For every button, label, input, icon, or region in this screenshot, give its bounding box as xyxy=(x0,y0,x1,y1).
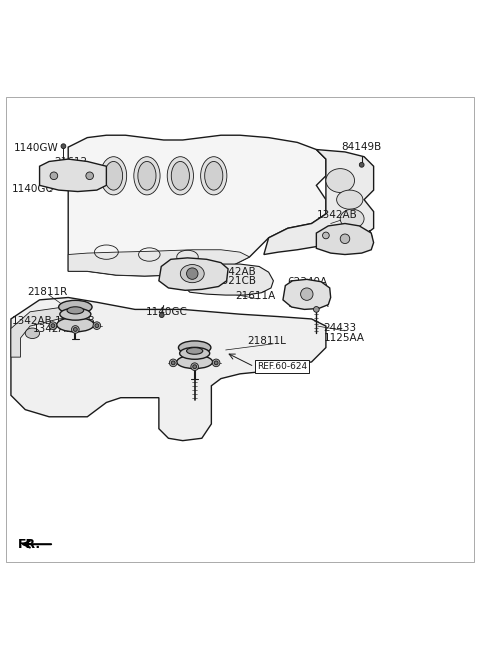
Circle shape xyxy=(212,359,220,367)
Text: 84149B: 84149B xyxy=(341,142,382,152)
Ellipse shape xyxy=(134,157,160,195)
Circle shape xyxy=(72,326,79,333)
Circle shape xyxy=(159,313,164,317)
Polygon shape xyxy=(264,150,373,254)
Circle shape xyxy=(61,144,66,148)
Ellipse shape xyxy=(180,348,210,359)
Text: 1342AB: 1342AB xyxy=(316,210,357,220)
Polygon shape xyxy=(11,307,83,357)
Ellipse shape xyxy=(201,157,227,195)
Text: 1140GC: 1140GC xyxy=(145,307,187,317)
Ellipse shape xyxy=(180,265,204,283)
Circle shape xyxy=(340,234,350,244)
Text: 24433: 24433 xyxy=(324,323,357,332)
Circle shape xyxy=(86,172,94,179)
Text: 21811L: 21811L xyxy=(247,336,286,346)
Ellipse shape xyxy=(105,162,122,190)
Circle shape xyxy=(171,361,175,365)
Text: 62340A: 62340A xyxy=(287,277,327,287)
Text: 21612: 21612 xyxy=(54,158,87,168)
Ellipse shape xyxy=(336,190,363,209)
Text: 1125AA: 1125AA xyxy=(324,333,364,343)
Ellipse shape xyxy=(57,317,94,332)
Ellipse shape xyxy=(67,307,84,314)
Ellipse shape xyxy=(25,328,39,338)
Circle shape xyxy=(169,359,177,367)
Text: REF.60-624: REF.60-624 xyxy=(257,362,307,371)
Ellipse shape xyxy=(179,341,211,354)
Polygon shape xyxy=(316,223,373,254)
Circle shape xyxy=(214,361,218,365)
Circle shape xyxy=(193,365,197,369)
Ellipse shape xyxy=(177,355,213,369)
Polygon shape xyxy=(68,250,250,276)
Text: FR.: FR. xyxy=(18,537,41,551)
Ellipse shape xyxy=(100,157,127,195)
Polygon shape xyxy=(11,298,326,441)
Circle shape xyxy=(300,288,313,300)
Circle shape xyxy=(191,363,199,371)
Ellipse shape xyxy=(204,162,223,190)
Text: 21611A: 21611A xyxy=(235,291,276,301)
Text: 1342AB: 1342AB xyxy=(12,316,53,327)
Circle shape xyxy=(93,322,101,329)
Polygon shape xyxy=(159,258,228,290)
Text: 1339GA: 1339GA xyxy=(288,299,329,309)
Circle shape xyxy=(323,232,329,238)
Circle shape xyxy=(187,268,198,279)
Circle shape xyxy=(51,324,55,328)
Ellipse shape xyxy=(60,308,91,320)
Text: 1342AB: 1342AB xyxy=(55,316,96,327)
Circle shape xyxy=(49,322,57,329)
Ellipse shape xyxy=(187,348,203,354)
Text: 1321CB: 1321CB xyxy=(216,276,257,286)
Circle shape xyxy=(73,328,77,331)
Text: 1342AB: 1342AB xyxy=(33,325,73,334)
Text: 21811R: 21811R xyxy=(28,287,68,297)
Polygon shape xyxy=(283,279,331,309)
Text: 1140GW: 1140GW xyxy=(13,143,58,153)
Text: 1140EF: 1140EF xyxy=(333,241,372,251)
Ellipse shape xyxy=(171,162,190,190)
Polygon shape xyxy=(183,264,274,295)
Ellipse shape xyxy=(326,169,355,193)
Ellipse shape xyxy=(167,157,193,195)
Text: 1140GC: 1140GC xyxy=(12,184,54,194)
Polygon shape xyxy=(68,135,326,276)
Circle shape xyxy=(50,172,58,179)
Circle shape xyxy=(95,324,99,328)
Circle shape xyxy=(360,162,364,167)
Ellipse shape xyxy=(59,300,92,313)
Circle shape xyxy=(313,307,319,312)
Text: 1342AB: 1342AB xyxy=(216,267,257,277)
Ellipse shape xyxy=(138,162,156,190)
Polygon shape xyxy=(39,159,107,192)
Ellipse shape xyxy=(340,209,364,228)
Text: 21813A: 21813A xyxy=(333,231,373,240)
